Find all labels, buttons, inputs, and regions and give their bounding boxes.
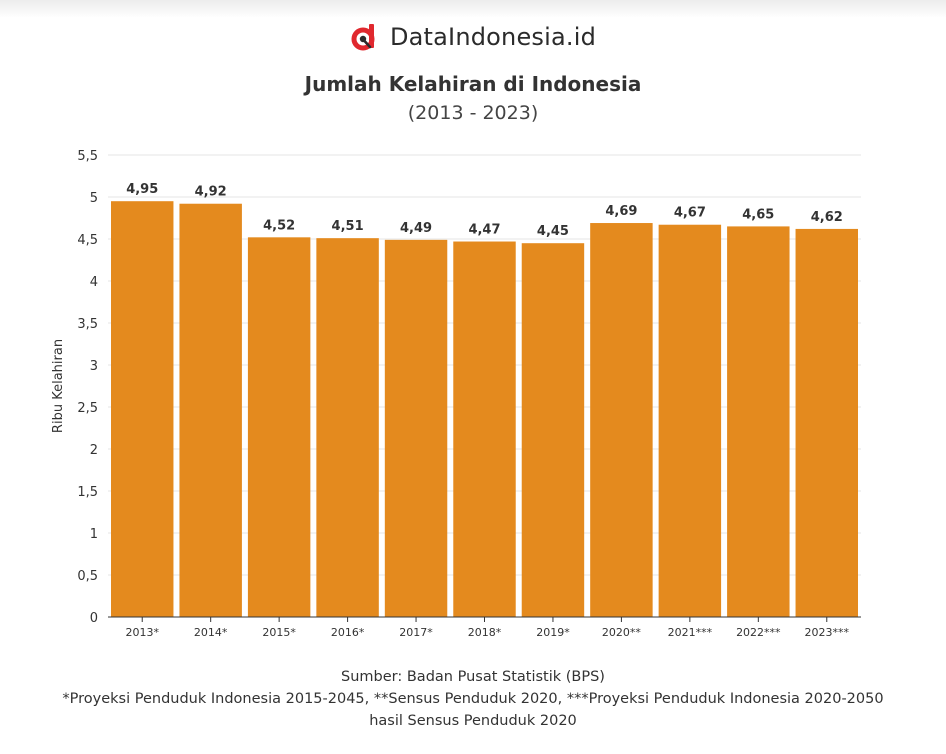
bar-value-label: 4,47 — [468, 223, 500, 238]
brand-name: DataIndonesia.id — [389, 23, 597, 51]
bar-value-label: 4,45 — [537, 224, 569, 239]
bar-value-label: 4,49 — [400, 221, 432, 236]
y-tick-label: 5 — [90, 191, 98, 206]
x-tick-label: 2022*** — [736, 626, 781, 639]
chart-notes: Sumber: Badan Pusat Statistik (BPS) *Pro… — [0, 666, 946, 732]
chart-title: Jumlah Kelahiran di Indonesia — [304, 72, 642, 96]
bar-value-label: 4,92 — [195, 185, 227, 200]
y-tick-label: 5,5 — [77, 149, 98, 164]
y-tick-label: 0 — [90, 611, 98, 626]
bar — [795, 228, 858, 618]
bar-value-label: 4,65 — [742, 207, 774, 222]
y-tick-label: 1,5 — [77, 485, 98, 500]
brand-header: DataIndonesia.id — [0, 22, 946, 52]
x-tick-label: 2016* — [331, 626, 365, 639]
y-axis-title: Ribu Kelahiran — [51, 339, 66, 433]
y-tick-label: 2,5 — [77, 401, 98, 416]
bar-value-label: 4,51 — [332, 219, 364, 234]
footnote-line-2: hasil Sensus Penduduk 2020 — [369, 713, 577, 729]
x-tick-label: 2020** — [602, 626, 641, 639]
dataindonesia-d-logo-icon — [351, 24, 375, 51]
x-tick-label: 2014* — [194, 626, 228, 639]
y-tick-label: 4 — [90, 275, 98, 290]
y-tick-label: 2 — [90, 443, 98, 458]
source-note: Sumber: Badan Pusat Statistik (BPS) — [341, 669, 605, 685]
bar — [316, 238, 379, 617]
x-tick-label: 2023*** — [805, 626, 850, 639]
bar-value-label: 4,52 — [263, 218, 295, 233]
y-tick-label: 0,5 — [77, 569, 98, 584]
chart-subtitle: (2013 - 2023) — [407, 102, 539, 124]
x-tick-label: 2017* — [399, 626, 433, 639]
bar — [111, 201, 174, 617]
bar-value-label: 4,95 — [126, 182, 158, 197]
x-tick-label: 2019* — [536, 626, 570, 639]
bar — [453, 241, 516, 617]
y-tick-label: 1 — [90, 527, 98, 542]
bar — [247, 237, 311, 617]
x-tick-label: 2021*** — [668, 626, 713, 639]
bar — [658, 224, 722, 617]
bar-value-label: 4,69 — [605, 204, 637, 219]
bar — [179, 203, 242, 617]
bar-chart: 0 0,5 1 1,5 2 2,5 3 3,5 4 4,5 5 5,5 Ribu Kelahiran 4,… — [51, 149, 861, 639]
bar-value-label: 4,67 — [674, 206, 706, 221]
bar — [590, 223, 653, 617]
bar-value-label: 4,62 — [811, 210, 843, 225]
y-tick-label: 3 — [90, 359, 98, 374]
x-tick-label: 2013* — [125, 626, 159, 639]
x-tick-label: 2018* — [468, 626, 502, 639]
x-tick-label: 2015* — [262, 626, 296, 639]
bar — [384, 239, 448, 617]
footnote-line-1: *Proyeksi Penduduk Indonesia 2015-2045, … — [62, 691, 884, 707]
y-tick-label: 4,5 — [77, 233, 98, 248]
bar — [727, 226, 790, 617]
top-shade — [0, 0, 946, 18]
y-tick-label: 3,5 — [77, 317, 98, 332]
bar — [521, 243, 585, 617]
